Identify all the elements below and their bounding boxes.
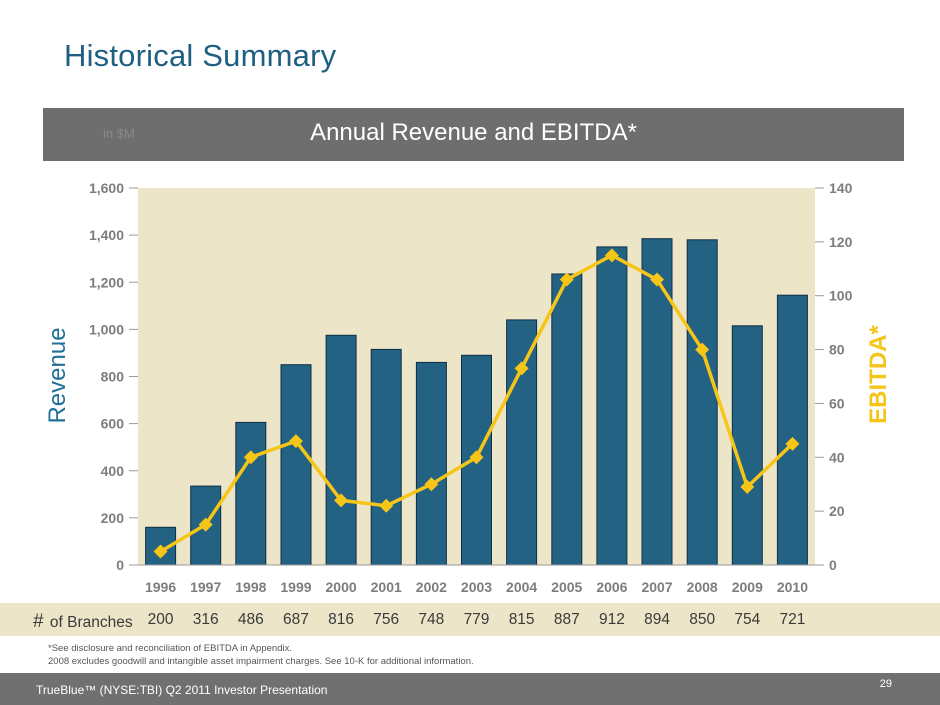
- ebitda-point-2006: [604, 248, 619, 263]
- revenue-bar-2002: [415, 361, 447, 566]
- ebitda-point-2001: [379, 498, 394, 513]
- x-tick-label: 2006: [596, 579, 627, 595]
- branch-count-1997: 316: [192, 611, 219, 628]
- revenue-bar-2007: [641, 238, 673, 566]
- branch-count-2003: 779: [463, 611, 490, 628]
- revenue-bar-1999: [280, 364, 312, 566]
- chart-unit-label: in $M: [103, 126, 135, 141]
- x-tick-label: 1997: [190, 579, 221, 595]
- ebitda-point-1997: [198, 517, 213, 532]
- y2-tick-label: 100: [829, 288, 853, 304]
- branch-count-2010: 721: [779, 611, 806, 628]
- branches-label: # of Branches: [33, 611, 133, 633]
- revenue-bar-1998: [235, 421, 267, 566]
- y-tick-label: 0: [116, 557, 124, 573]
- y-tick-label: 1,400: [89, 227, 124, 243]
- ebitda-point-2000: [334, 493, 349, 508]
- revenue-bar-2000: [325, 334, 357, 566]
- y-tick-label: 200: [101, 510, 125, 526]
- y-tick-label: 1,000: [89, 321, 124, 337]
- x-tick-label: 2007: [641, 579, 672, 595]
- y2-tick-label: 20: [829, 503, 845, 519]
- revenue-bar-2009: [731, 325, 763, 566]
- y2-tick-label: 60: [829, 395, 845, 411]
- ebitda-point-2002: [424, 477, 439, 492]
- y-tick-label: 800: [101, 369, 125, 385]
- x-tick-label: 1998: [235, 579, 266, 595]
- revenue-ebitda-chart: 0 200 400 600 800 1,000 1,200 1,400 1,600 0 20 40 60…: [44, 180, 892, 595]
- ebitda-point-1998: [243, 450, 258, 465]
- ebitda-point-2005: [559, 272, 574, 287]
- ebitda-line: [153, 248, 800, 559]
- x-tick-label: 2005: [551, 579, 582, 595]
- revenue-bar-2005: [551, 273, 583, 566]
- branches-row: # of Branches 200 316 486 687 816 756 748 779 81…: [0, 603, 940, 636]
- x-tick-label: 2001: [371, 579, 402, 595]
- branch-count-2002: 748: [418, 611, 445, 628]
- x-tick-label: 1999: [280, 579, 311, 595]
- revenue-bar-2008: [686, 239, 718, 566]
- chart-title: Annual Revenue and EBITDA*: [310, 119, 637, 146]
- x-tick-label: 2002: [416, 579, 447, 595]
- branch-count-2004: 815: [508, 611, 535, 628]
- chart-axes: 0 200 400 600 800 1,000 1,200 1,400 1,600 0 20 40 60…: [89, 180, 853, 595]
- footer-bar: TrueBlue™ (NYSE:TBI) Q2 2011 Investor Pr…: [0, 673, 940, 705]
- y2-tick-label: 0: [829, 557, 837, 573]
- ebitda-point-1996: [153, 544, 168, 559]
- y2-tick-label: 80: [829, 342, 845, 358]
- slide-title: Historical Summary: [64, 38, 337, 73]
- branch-count-2007: 894: [644, 611, 670, 628]
- y2-tick-label: 120: [829, 234, 853, 250]
- revenue-bars: [145, 238, 808, 566]
- y-tick-label: 400: [101, 463, 125, 479]
- chart-title-banner: in $M Annual Revenue and EBITDA*: [43, 108, 904, 161]
- page-number: 29: [879, 678, 892, 690]
- x-tick-label: 2008: [687, 579, 718, 595]
- ebitda-point-2010: [785, 436, 800, 451]
- y-axis-label-revenue: Revenue: [44, 327, 71, 423]
- ebitda-point-2007: [650, 272, 665, 287]
- ebitda-point-2003: [469, 450, 484, 465]
- branch-count-2009: 754: [734, 611, 761, 628]
- x-tick-label: 2010: [777, 579, 808, 595]
- y-tick-label: 600: [101, 416, 125, 432]
- y2-axis-label-ebitda: EBITDA*: [865, 325, 892, 424]
- revenue-bar-2004: [506, 319, 538, 566]
- y-tick-label: 1,200: [89, 274, 124, 290]
- footnote-ebitda: *See disclosure and reconciliation of EB…: [48, 643, 292, 654]
- ebitda-point-1999: [288, 434, 303, 449]
- x-tick-label: 1996: [145, 579, 176, 595]
- footer-text: TrueBlue™ (NYSE:TBI) Q2 2011 Investor Pr…: [36, 683, 328, 697]
- x-tick-label: 2009: [732, 579, 763, 595]
- y2-tick-label: 140: [829, 180, 853, 196]
- branch-count-2008: 850: [689, 611, 716, 628]
- branch-count-2006: 912: [598, 611, 625, 628]
- y-tick-label: 1,600: [89, 180, 124, 196]
- y2-tick-label: 40: [829, 449, 845, 465]
- x-tick-label: 2003: [461, 579, 492, 595]
- ebitda-point-2009: [740, 479, 755, 494]
- x-tick-label: 2000: [326, 579, 357, 595]
- revenue-bar-2010: [776, 294, 808, 566]
- branch-count-1998: 486: [237, 611, 264, 628]
- footnote-impairment: 2008 excludes goodwill and intangible as…: [48, 656, 474, 667]
- ebitda-point-2004: [514, 361, 529, 376]
- branch-count-1996: 200: [147, 611, 174, 628]
- branch-count-2000: 816: [328, 611, 355, 628]
- revenue-bar-2001: [370, 348, 402, 566]
- ebitda-point-2008: [695, 342, 710, 357]
- revenue-bar-2006: [596, 246, 628, 566]
- branch-count-1999: 687: [283, 611, 309, 628]
- branches-hash: #: [33, 611, 44, 632]
- branch-count-2001: 756: [373, 611, 400, 628]
- branch-count-2005: 887: [553, 611, 580, 628]
- x-tick-label: 2004: [506, 579, 537, 595]
- footnotes: *See disclosure and reconciliation of EB…: [48, 642, 474, 668]
- branches-label-text: of Branches: [49, 614, 133, 631]
